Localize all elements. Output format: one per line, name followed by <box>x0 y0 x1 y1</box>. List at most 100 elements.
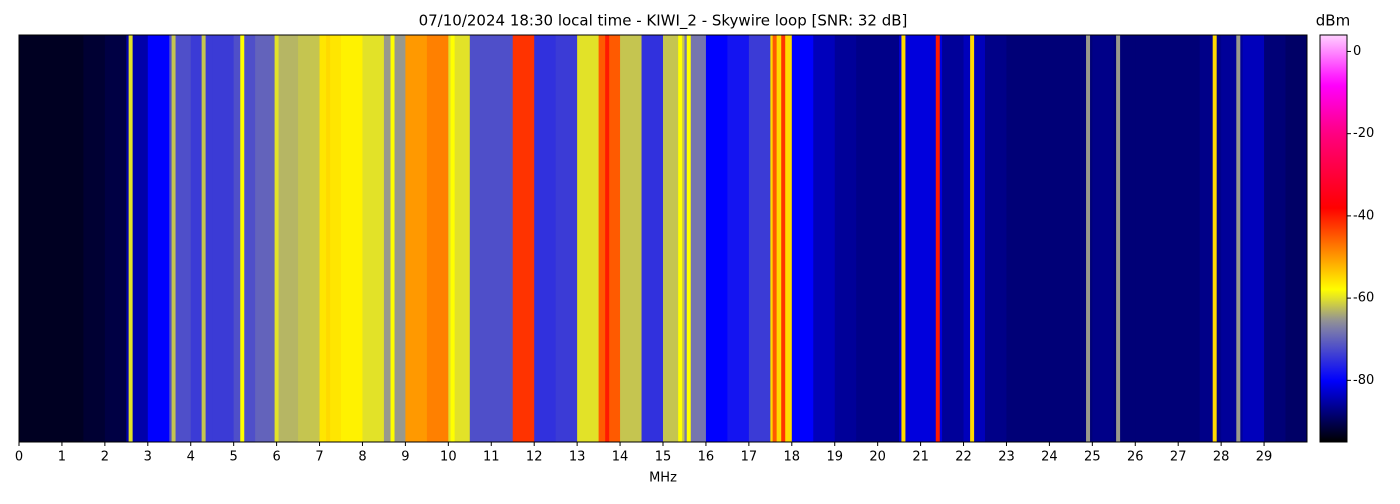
frequency-bin <box>40 35 63 442</box>
colorbar-tick-label: 0 <box>1353 44 1361 59</box>
frequency-bin <box>856 35 879 442</box>
frequency-bin <box>341 35 363 442</box>
signal-line <box>935 35 940 442</box>
x-tick-label: 25 <box>1084 450 1101 465</box>
frequency-bin <box>1242 35 1265 442</box>
x-tick-label: 2 <box>101 450 109 465</box>
frequency-bin <box>383 35 406 442</box>
frequency-bin <box>405 35 428 442</box>
frequency-bin <box>319 35 342 442</box>
frequency-bin <box>813 35 836 442</box>
frequency-bin <box>727 35 750 442</box>
signal-line <box>201 35 206 442</box>
frequency-bin <box>1092 35 1115 442</box>
x-tick-label: 4 <box>187 450 195 465</box>
frequency-bin <box>147 35 170 442</box>
frequency-bin <box>834 35 857 442</box>
x-tick-label: 7 <box>315 450 323 465</box>
signal-line <box>515 35 520 442</box>
signal-line <box>781 35 786 442</box>
frequency-bin <box>426 35 449 442</box>
x-tick-label: 21 <box>912 450 929 465</box>
signal-line <box>128 35 133 442</box>
frequency-bin <box>555 35 578 442</box>
frequency-bin <box>61 35 84 442</box>
frequency-bin <box>212 35 235 442</box>
signal-line <box>326 35 331 442</box>
frequency-bin <box>641 35 664 442</box>
x-tick-label: 24 <box>1041 450 1058 465</box>
frequency-bin <box>705 35 728 442</box>
plot-area <box>19 35 1308 442</box>
x-tick-label: 9 <box>401 450 409 465</box>
signal-line <box>1116 35 1121 442</box>
x-tick-label: 28 <box>1213 450 1230 465</box>
frequency-bin <box>1285 35 1308 442</box>
signal-line <box>450 35 455 442</box>
x-tick-label: 22 <box>955 450 972 465</box>
x-tick-label: 10 <box>440 450 457 465</box>
x-tick-label: 18 <box>784 450 801 465</box>
frequency-bin <box>985 35 1007 442</box>
x-tick-label: 29 <box>1256 450 1273 465</box>
colorbar-tick-label: -40 <box>1353 208 1374 223</box>
frequency-bin <box>877 35 900 442</box>
x-tick-label: 26 <box>1127 450 1144 465</box>
colorbar-tick-label: -20 <box>1353 126 1374 141</box>
signal-line <box>240 35 245 442</box>
x-tick-label: 19 <box>826 450 843 465</box>
x-tick-label: 0 <box>15 450 23 465</box>
x-tick-label: 12 <box>526 450 543 465</box>
frequency-bin <box>620 35 643 442</box>
frequency-bin <box>298 35 321 442</box>
frequency-bin <box>276 35 299 442</box>
frequency-bin <box>19 35 41 442</box>
signal-line <box>1212 35 1217 442</box>
x-tick-label: 1 <box>58 450 66 465</box>
signal-line <box>970 35 975 442</box>
colorbar-tick-label: -80 <box>1353 373 1374 388</box>
signal-line <box>678 35 683 442</box>
frequency-bin <box>469 35 492 442</box>
signal-line <box>605 35 610 442</box>
frequency-bin <box>83 35 106 442</box>
frequency-bin <box>534 35 557 442</box>
signal-line <box>390 35 395 442</box>
frequency-bin <box>362 35 385 442</box>
signal-line <box>686 35 691 442</box>
x-tick-label: 17 <box>741 450 758 465</box>
colorbar-label: dBm <box>1316 12 1350 30</box>
signal-line <box>1086 35 1091 442</box>
frequency-bin <box>577 35 600 442</box>
x-tick-label: 13 <box>569 450 586 465</box>
chart-title: 07/10/2024 18:30 local time - KIWI_2 - S… <box>419 12 908 31</box>
x-tick-label: 5 <box>230 450 238 465</box>
frequency-bin <box>255 35 278 442</box>
x-tick-label: 11 <box>483 450 500 465</box>
signal-line <box>901 35 906 442</box>
frequency-bin <box>598 35 621 442</box>
frequency-bin <box>1006 35 1029 442</box>
x-tick-label: 23 <box>998 450 1015 465</box>
colorbar-tick-label: -60 <box>1353 291 1374 306</box>
signal-line <box>171 35 176 442</box>
frequency-bin <box>1135 35 1158 442</box>
colorbar <box>1319 34 1348 443</box>
frequency-bin <box>1178 35 1201 442</box>
frequency-bin <box>748 35 771 442</box>
frequency-bin <box>491 35 514 442</box>
frequency-bin <box>1199 35 1222 442</box>
x-tick-label: 8 <box>358 450 366 465</box>
x-tick-label: 16 <box>698 450 715 465</box>
frequency-bin <box>1264 35 1287 442</box>
x-tick-label: 15 <box>655 450 672 465</box>
frequency-bin <box>233 35 256 442</box>
x-tick-label: 6 <box>272 450 280 465</box>
x-tick-label: 27 <box>1170 450 1187 465</box>
x-axis-label: MHz <box>649 471 677 486</box>
signal-line <box>772 35 777 442</box>
signal-line <box>1236 35 1241 442</box>
frequency-bin <box>791 35 814 442</box>
frequency-bin <box>1156 35 1179 442</box>
frequency-bin <box>104 35 127 442</box>
